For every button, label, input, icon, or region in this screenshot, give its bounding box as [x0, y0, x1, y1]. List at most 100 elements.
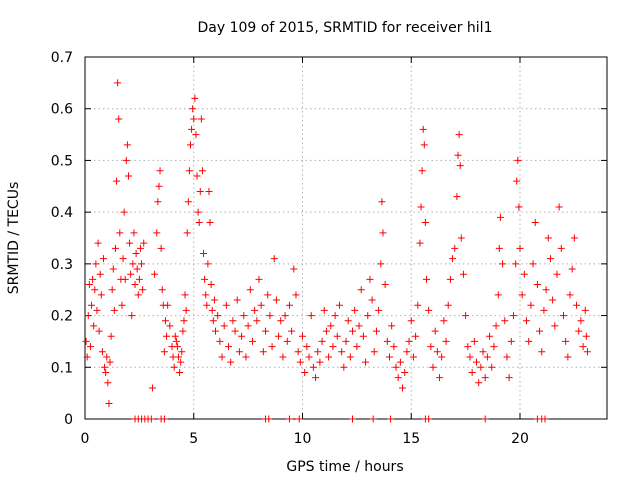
- data-point: [486, 332, 494, 340]
- chart-title: Day 109 of 2015, SRMTID for receiver hil…: [198, 20, 493, 36]
- data-point: [407, 317, 415, 325]
- data-point: [105, 399, 113, 407]
- data-point: [170, 363, 178, 371]
- data-point: [196, 187, 204, 195]
- data-point: [416, 239, 424, 247]
- data-point: [84, 312, 92, 320]
- data-point: [477, 363, 485, 371]
- data-point: [351, 306, 359, 314]
- data-point: [133, 265, 141, 273]
- data-point: [178, 348, 186, 356]
- data-point: [366, 275, 374, 283]
- data-point: [479, 348, 487, 356]
- data-point: [359, 332, 367, 340]
- data-point: [130, 229, 138, 237]
- data-point: [210, 296, 218, 304]
- data-point: [111, 244, 119, 252]
- data-point: [177, 358, 185, 366]
- data-point: [147, 415, 155, 423]
- data-point: [453, 193, 461, 201]
- data-point: [91, 286, 99, 294]
- data-point: [154, 198, 162, 206]
- data-point: [394, 374, 402, 382]
- data-point: [92, 260, 100, 268]
- data-point: [227, 358, 235, 366]
- x-tick-labels: 0 5 10 15 20: [81, 431, 529, 447]
- data-point: [513, 177, 521, 185]
- data-point: [383, 337, 391, 345]
- data-point: [135, 275, 143, 283]
- y-tick-label: 0.7: [51, 50, 73, 66]
- data-point: [436, 374, 444, 382]
- data-point: [403, 348, 411, 356]
- data-point: [301, 368, 309, 376]
- data-point: [375, 306, 383, 314]
- data-point: [216, 337, 224, 345]
- data-point: [201, 275, 209, 283]
- data-point: [183, 229, 191, 237]
- data-point: [218, 353, 226, 361]
- data-point: [573, 301, 581, 309]
- data-point: [464, 343, 472, 351]
- data-point: [499, 260, 507, 268]
- data-point: [579, 343, 587, 351]
- data-point: [288, 327, 296, 335]
- data-point: [362, 358, 370, 366]
- y-tick-labels: 0 0.1 0.2 0.3 0.4 0.5 0.6 0.7: [51, 50, 73, 428]
- data-point: [104, 379, 112, 387]
- data-point: [386, 353, 393, 361]
- data-point: [172, 337, 180, 345]
- data-point: [290, 265, 298, 273]
- data-point: [540, 306, 548, 314]
- data-point: [268, 343, 276, 351]
- data-point: [127, 270, 135, 278]
- data-point: [164, 301, 172, 309]
- data-point: [107, 332, 115, 340]
- x-tick-label: 5: [189, 431, 198, 447]
- y-tick-label: 0.2: [51, 309, 73, 325]
- data-point: [188, 125, 196, 133]
- data-point: [251, 306, 259, 314]
- data-point: [327, 322, 335, 330]
- data-point: [515, 203, 523, 211]
- data-point: [246, 286, 254, 294]
- data-point: [186, 141, 194, 149]
- data-point: [94, 239, 102, 247]
- data-point: [438, 353, 446, 361]
- data-point: [318, 337, 326, 345]
- data-point: [163, 332, 171, 340]
- data-point: [116, 229, 124, 237]
- data-point: [140, 239, 148, 247]
- data-point: [285, 415, 293, 423]
- data-point: [425, 415, 433, 423]
- y-tick-label: 0: [64, 412, 73, 428]
- data-point: [220, 322, 228, 330]
- data-point: [544, 234, 552, 242]
- data-point: [281, 312, 289, 320]
- data-point: [277, 317, 285, 325]
- data-point: [115, 115, 123, 123]
- data-point: [161, 317, 169, 325]
- data-point: [203, 301, 211, 309]
- data-point: [129, 260, 137, 268]
- data-point: [125, 172, 132, 180]
- data-point: [108, 286, 116, 294]
- data-point: [195, 218, 203, 226]
- data-point: [122, 156, 130, 164]
- data-point: [473, 358, 480, 366]
- x-tick-label: 15: [402, 431, 420, 447]
- data-point: [560, 312, 567, 320]
- data-point: [119, 255, 127, 263]
- data-point: [399, 384, 407, 392]
- data-point: [583, 348, 591, 356]
- data-point: [292, 291, 300, 299]
- data-point: [518, 291, 526, 299]
- data-point: [244, 322, 252, 330]
- data-point: [496, 213, 504, 221]
- data-point: [316, 358, 324, 366]
- data-point: [156, 167, 164, 175]
- data-point: [492, 322, 500, 330]
- data-point: [85, 281, 93, 289]
- data-point: [191, 94, 199, 102]
- data-point: [420, 141, 428, 149]
